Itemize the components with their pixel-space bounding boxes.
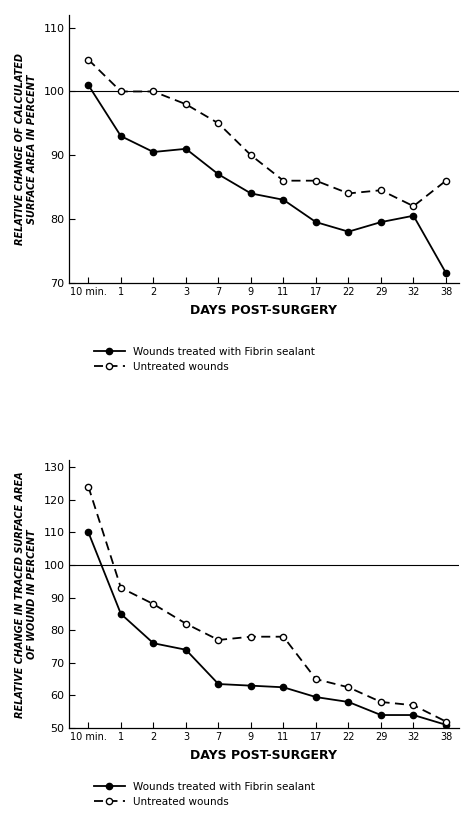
Y-axis label: RELATIVE CHANGE OF CALCULATED
SURFACE AREA IN PERCENT: RELATIVE CHANGE OF CALCULATED SURFACE AR… (15, 53, 36, 244)
Legend: Wounds treated with Fibrin sealant, Untreated wounds: Wounds treated with Fibrin sealant, Untr… (93, 781, 315, 807)
X-axis label: DAYS POST-SURGERY: DAYS POST-SURGERY (191, 749, 337, 762)
Legend: Wounds treated with Fibrin sealant, Untreated wounds: Wounds treated with Fibrin sealant, Untr… (93, 347, 315, 373)
Y-axis label: RELATIVE CHANGE IN TRACED SURFACE AREA
OF WOUND IN PERCENT: RELATIVE CHANGE IN TRACED SURFACE AREA O… (15, 471, 36, 718)
X-axis label: DAYS POST-SURGERY: DAYS POST-SURGERY (191, 304, 337, 316)
